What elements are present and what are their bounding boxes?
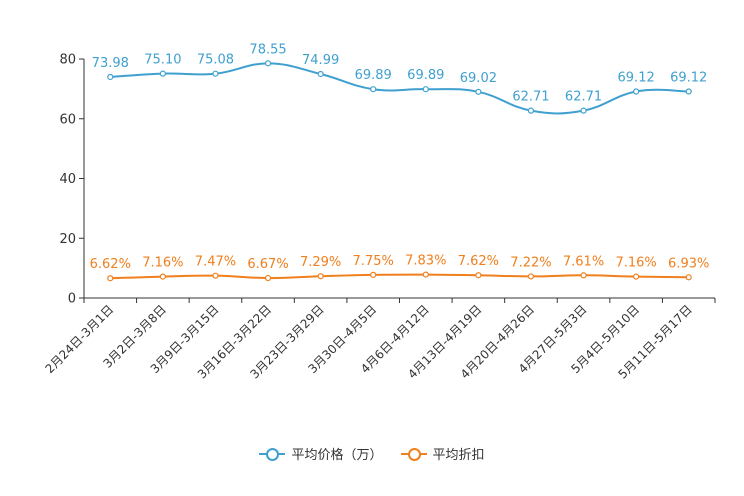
data-label-discount: 7.16% <box>615 256 656 271</box>
series-line-discount <box>110 273 689 280</box>
data-point-price <box>107 73 114 81</box>
data-point-discount <box>107 275 114 282</box>
data-point-discount <box>264 274 272 282</box>
data-point-discount <box>527 273 535 280</box>
y-tick-label: 80 <box>59 53 76 68</box>
legend-item-discount[interactable]: 平均折扣 <box>400 444 485 463</box>
data-label-price: 69.12 <box>670 71 707 86</box>
data-label-discount: 7.62% <box>458 254 499 269</box>
data-point-price <box>370 86 377 93</box>
data-label-price: 69.02 <box>460 71 497 86</box>
data-point-discount <box>159 273 166 280</box>
data-label-discount: 7.47% <box>195 255 236 270</box>
y-tick-label: 20 <box>59 232 76 247</box>
y-tick-label: 40 <box>59 172 76 187</box>
data-point-discount <box>212 272 219 279</box>
data-point-discount <box>475 272 482 279</box>
data-point-discount <box>370 271 377 278</box>
y-tick-label: 60 <box>59 112 76 127</box>
data-point-price <box>527 107 535 114</box>
series-line-price <box>110 62 689 115</box>
data-label-discount: 6.67% <box>247 257 288 272</box>
data-label-discount: 7.75% <box>353 254 394 269</box>
data-point-discount <box>633 273 640 280</box>
data-point-price <box>475 88 482 95</box>
data-point-discount <box>422 271 429 278</box>
data-point-price <box>212 70 219 77</box>
data-label-price: 78.55 <box>249 42 286 57</box>
data-label-discount: 7.61% <box>563 254 604 269</box>
data-label-discount: 7.29% <box>300 255 341 270</box>
legend: 平均价格（万） 平均折扣 <box>0 444 744 463</box>
data-point-discount <box>317 273 324 280</box>
data-point-price <box>422 86 429 93</box>
data-label-price: 62.71 <box>512 90 549 105</box>
data-label-price: 69.89 <box>407 68 444 83</box>
data-point-price <box>317 70 324 78</box>
data-label-price: 75.08 <box>197 53 234 68</box>
data-point-price <box>633 88 640 95</box>
data-label-price: 62.71 <box>565 90 602 105</box>
data-label-discount: 7.22% <box>510 255 551 270</box>
data-label-price: 74.99 <box>302 53 339 68</box>
legend-marker-price-icon <box>259 447 286 461</box>
data-label-discount: 6.62% <box>90 257 131 272</box>
data-point-price <box>580 107 587 114</box>
data-point-price <box>264 60 272 67</box>
y-tick-label: 0 <box>68 292 76 307</box>
data-point-price <box>685 88 692 95</box>
data-label-discount: 6.93% <box>668 256 709 271</box>
legend-label-price: 平均价格（万） <box>291 448 383 463</box>
data-point-discount <box>580 272 587 279</box>
legend-label-discount: 平均折扣 <box>432 448 485 463</box>
data-point-price <box>159 70 166 77</box>
data-label-discount: 7.16% <box>142 256 183 271</box>
legend-item-price[interactable]: 平均价格（万） <box>259 444 383 463</box>
data-label-price: 69.12 <box>618 71 655 86</box>
data-label-price: 73.98 <box>92 56 129 71</box>
legend-marker-discount-icon <box>400 447 427 461</box>
data-label-price: 75.10 <box>144 53 181 68</box>
data-label-price: 69.89 <box>355 68 392 83</box>
data-label-discount: 7.83% <box>405 254 446 269</box>
data-point-discount <box>685 274 692 281</box>
